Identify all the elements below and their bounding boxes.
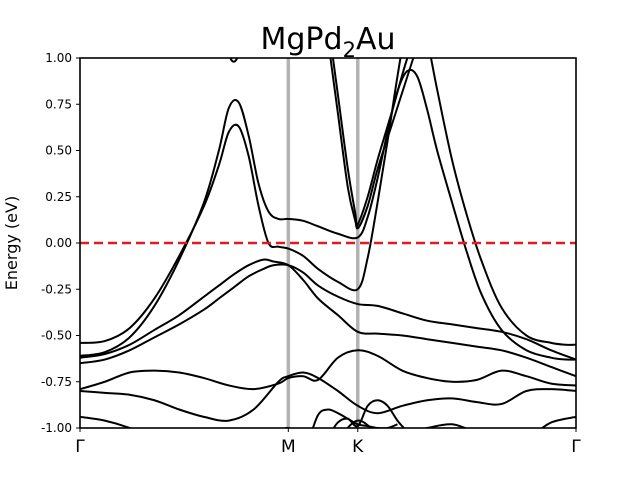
y-tick-label: -0.25 (41, 282, 72, 296)
band-lines (80, 58, 576, 428)
x-tick-label: K (352, 437, 364, 457)
y-tick-label: 0.00 (45, 236, 72, 250)
band-line (80, 263, 576, 365)
band-line (80, 68, 576, 361)
x-tick-label: Γ (571, 437, 581, 457)
y-tick-label: 0.75 (45, 97, 72, 111)
band-line (331, 58, 415, 230)
band-line (311, 408, 398, 428)
high-symmetry-lines (286, 58, 360, 428)
y-tick-label: -0.75 (41, 375, 72, 389)
band-line (80, 258, 576, 378)
band-line (329, 58, 409, 228)
chart-title: MgPd2Au (261, 22, 396, 62)
band-line (80, 371, 576, 422)
x-tick-label: Γ (75, 437, 85, 457)
y-tick-label: -0.50 (41, 329, 72, 343)
y-tick-label: -1.00 (41, 421, 72, 435)
y-tick-label: 1.00 (45, 51, 72, 65)
band-line (332, 399, 406, 428)
chart-title-subscript: 2 (343, 38, 356, 62)
band-line (80, 349, 576, 391)
y-tick-label: 0.50 (45, 144, 72, 158)
y-tick-label: 0.25 (45, 190, 72, 204)
band-line (80, 415, 576, 428)
y-axis-ticks: -1.00 -0.75 -0.50 -0.25 0.00 0.25 0.50 0.75 1.00 (41, 51, 80, 435)
band-line (80, 58, 576, 346)
x-tick-label: M (281, 437, 296, 457)
y-axis-label: Energy (eV) (2, 196, 21, 290)
plot-frame (79, 57, 577, 429)
